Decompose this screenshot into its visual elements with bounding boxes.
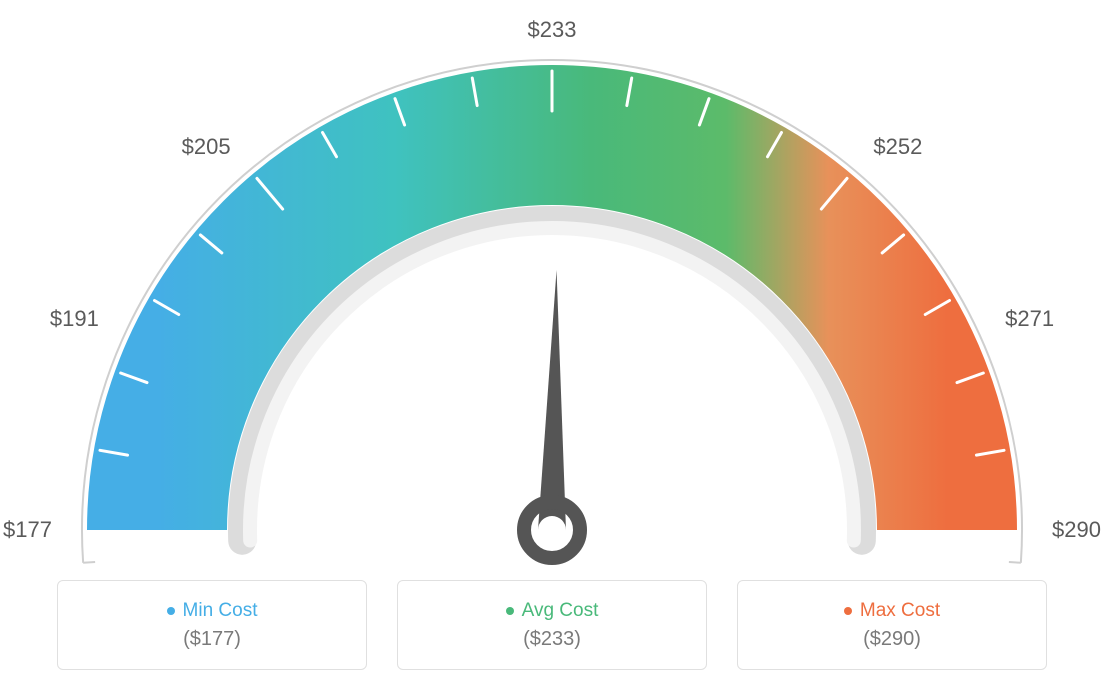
cost-gauge: $177$191$205$233$252$271$290 [52,30,1052,570]
scale-label: $290 [1052,517,1101,543]
legend-row: Min Cost ($177) Avg Cost ($233) Max Cost… [57,580,1047,670]
scale-label: $252 [873,134,922,160]
scale-label: $205 [182,134,231,160]
dot-min [167,607,175,615]
legend-title-min: Min Cost [167,600,258,622]
legend-label-max: Max Cost [860,600,940,622]
dot-avg [506,607,514,615]
legend-value-max: ($290) [863,628,921,651]
legend-card-max: Max Cost ($290) [737,580,1047,670]
legend-card-min: Min Cost ($177) [57,580,367,670]
legend-label-avg: Avg Cost [522,600,599,622]
gauge-svg [52,30,1052,570]
legend-title-max: Max Cost [844,600,940,622]
scale-label: $271 [1005,306,1054,332]
scale-label: $177 [3,517,52,543]
legend-card-avg: Avg Cost ($233) [397,580,707,670]
dot-max [844,607,852,615]
scale-label: $191 [50,306,99,332]
legend-value-avg: ($233) [523,628,581,651]
legend-value-min: ($177) [183,628,241,651]
legend-label-min: Min Cost [183,600,258,622]
scale-label: $233 [528,17,577,43]
legend-title-avg: Avg Cost [506,600,599,622]
